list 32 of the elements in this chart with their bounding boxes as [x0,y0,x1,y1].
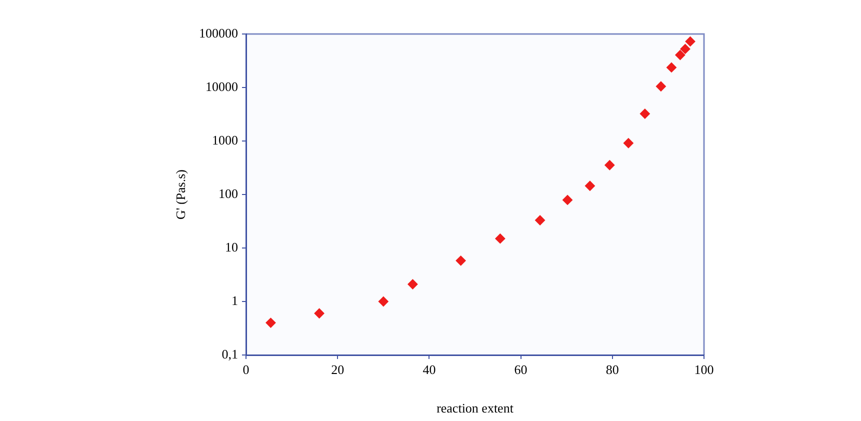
point [640,108,650,119]
y-tick-label: 100 [218,186,238,201]
point [584,180,595,191]
y-tick-label: 100000 [199,25,238,40]
point [623,138,634,148]
y-tick-label: 10000 [206,78,238,94]
x-tick-label: 40 [422,362,436,378]
point [314,308,324,318]
x-axis-title: reaction extent [436,400,514,416]
point [456,256,466,266]
y-axis-title: G' (Pas.s) [173,169,188,220]
point [562,194,573,205]
x-tick-label: 80 [606,362,619,378]
point [495,234,506,244]
point [604,160,615,170]
point [408,279,418,290]
x-tick-label: 20 [331,362,344,378]
y-tick-label: 10 [225,239,238,254]
point [656,81,666,92]
point [266,318,276,328]
point [535,215,546,226]
point [685,36,696,46]
y-tick-label: 1 [232,292,238,308]
x-tick-label: 0 [242,362,250,378]
y-tick-label: 0,1 [222,346,238,362]
point [675,50,686,60]
y-tick-label: 1000 [212,132,238,148]
point [680,44,690,54]
point [666,62,676,72]
x-tick-label: 100 [694,362,714,378]
x-tick-label: 60 [514,362,528,378]
point [378,296,388,306]
